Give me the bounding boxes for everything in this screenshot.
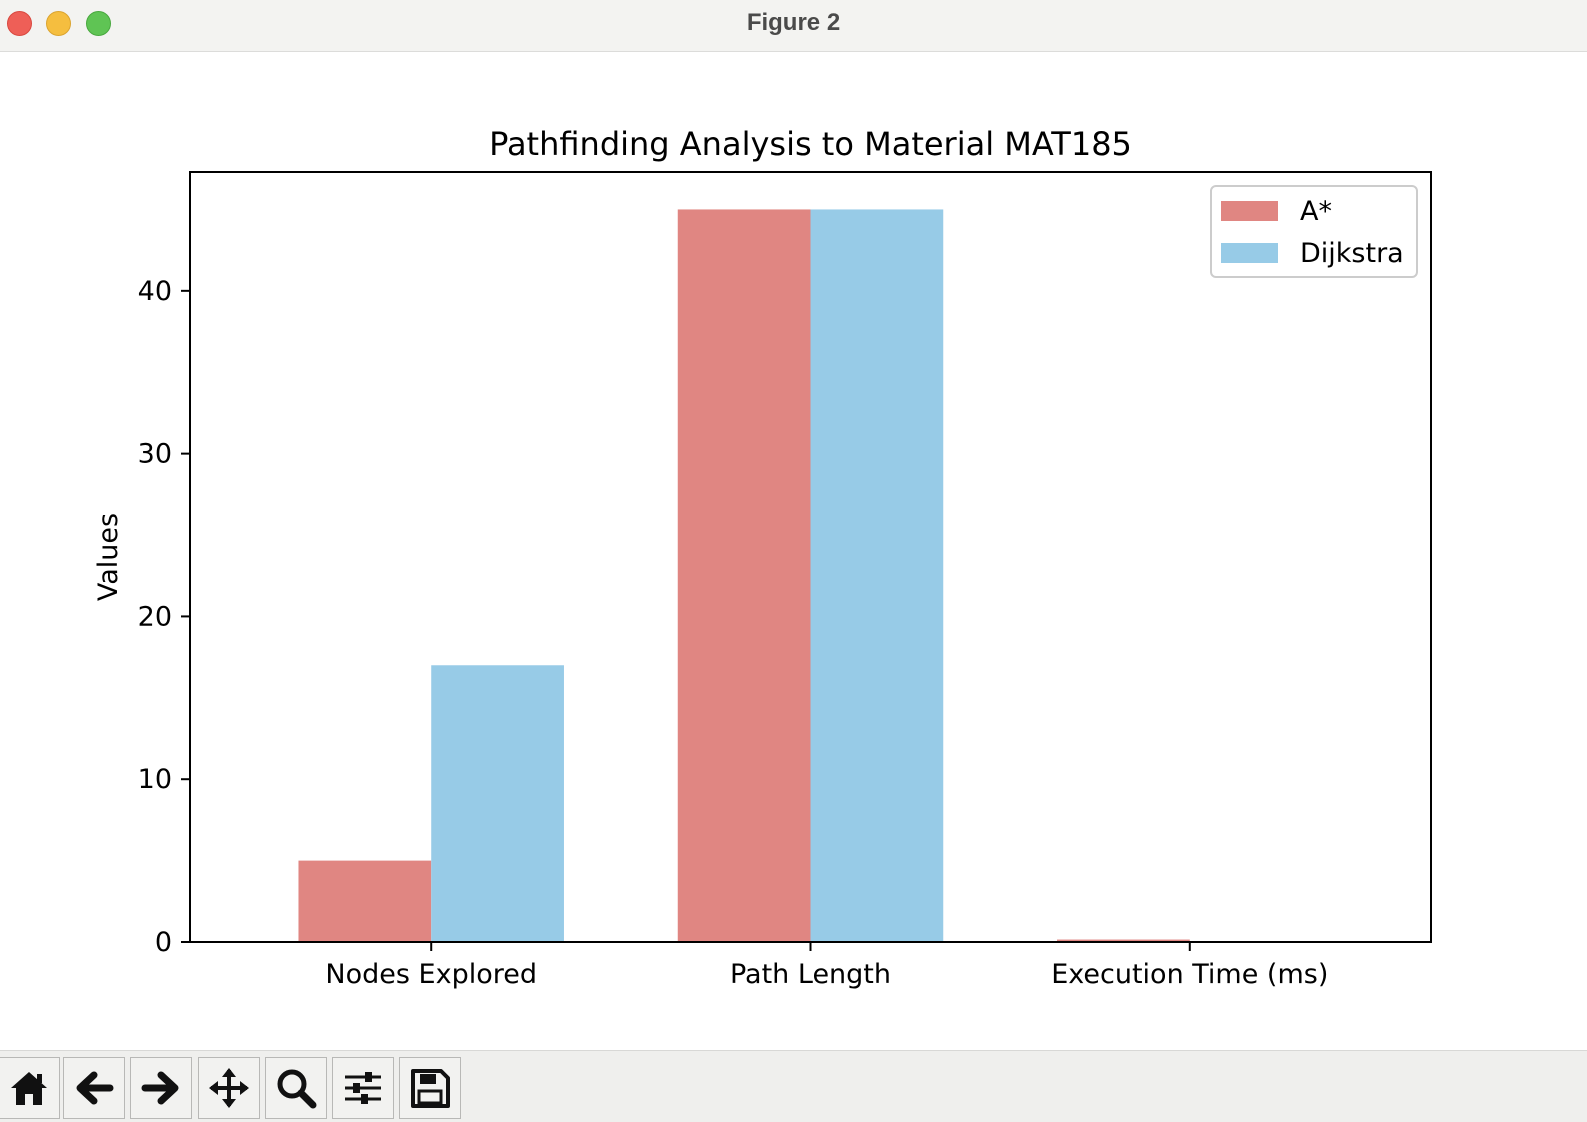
minimize-window-button[interactable] xyxy=(46,11,71,36)
title-bar: Figure 2 xyxy=(0,0,1587,52)
configure-subplots-button[interactable] xyxy=(332,1057,394,1119)
forward-button[interactable] xyxy=(130,1057,192,1119)
home-button[interactable] xyxy=(0,1057,60,1119)
legend-label: A* xyxy=(1300,196,1332,227)
bar-a-star-0 xyxy=(298,860,432,942)
sliders-icon xyxy=(345,1072,381,1104)
x-tick-label: Path Length xyxy=(730,959,891,990)
figure-canvas[interactable]: Pathfinding Analysis to Material MAT185 V… xyxy=(0,52,1587,1050)
home-icon xyxy=(11,1072,47,1105)
zoom-window-button[interactable] xyxy=(86,11,111,36)
search-icon xyxy=(277,1069,317,1109)
x-tick-label: Nodes Explored xyxy=(325,959,537,990)
save-icon xyxy=(411,1069,450,1108)
bar-dijkstra-1 xyxy=(810,209,944,942)
window-title: Figure 2 xyxy=(746,9,841,36)
bar-dijkstra-0 xyxy=(431,665,564,942)
arrow-right-icon xyxy=(141,1071,179,1105)
close-window-button[interactable] xyxy=(7,11,32,36)
y-tick-label: 0 xyxy=(155,927,172,958)
bar-chart: Pathfinding Analysis to Material MAT185 V… xyxy=(93,125,1432,990)
zoom-button[interactable] xyxy=(265,1057,327,1119)
y-tick-label: 30 xyxy=(138,439,172,470)
bar-a-star-2 xyxy=(1057,939,1190,942)
pan-button[interactable] xyxy=(198,1057,260,1119)
legend-swatch xyxy=(1221,201,1278,221)
y-tick-label: 20 xyxy=(138,601,172,632)
legend-label: Dijkstra xyxy=(1300,238,1404,269)
save-button[interactable] xyxy=(399,1057,461,1119)
navigation-toolbar xyxy=(0,1050,1587,1122)
back-button[interactable] xyxy=(63,1057,125,1119)
y-axis-label: Values xyxy=(93,513,124,601)
arrow-left-icon xyxy=(76,1071,114,1105)
legend-swatch xyxy=(1221,243,1278,263)
y-tick-label: 40 xyxy=(138,276,172,307)
x-tick-label: Execution Time (ms) xyxy=(1051,959,1328,990)
move-icon xyxy=(209,1068,249,1108)
y-tick-label: 10 xyxy=(138,764,172,795)
bar-a-star-1 xyxy=(677,209,811,942)
chart-title: Pathfinding Analysis to Material MAT185 xyxy=(489,125,1132,163)
